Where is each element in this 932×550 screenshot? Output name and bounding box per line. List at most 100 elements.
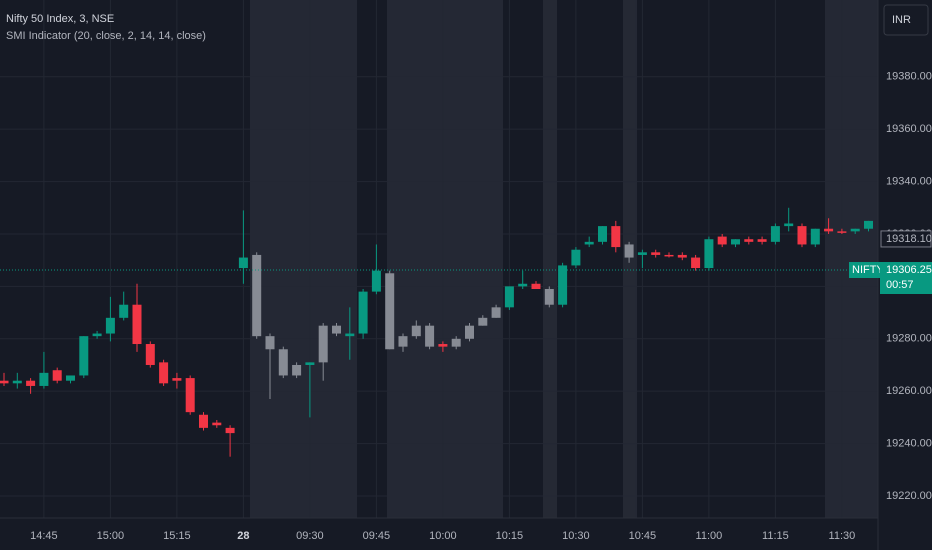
candle-body (518, 283, 528, 287)
candle-body (837, 231, 847, 233)
candle-body (465, 325, 474, 339)
marked-price: 19318.10 (886, 233, 932, 245)
candle-body (797, 226, 807, 245)
y-tick-label: 19360.00 (886, 123, 932, 135)
candle-body (225, 427, 235, 434)
band (543, 0, 557, 518)
band (825, 0, 878, 518)
candle-body (504, 286, 514, 308)
candle-body (385, 273, 395, 350)
candle-body (558, 265, 568, 305)
band (250, 0, 357, 518)
candle-body (850, 228, 860, 232)
candle-body (784, 223, 794, 227)
candle-body (52, 370, 62, 381)
candle-body (611, 226, 621, 248)
x-tick-label: 11:30 (829, 530, 856, 542)
candle-body (305, 362, 315, 365)
x-tick-label: 10:15 (496, 530, 524, 542)
candle-body (278, 349, 288, 376)
candle-body (318, 325, 328, 363)
candle-body (345, 333, 355, 337)
candle-body (478, 317, 488, 326)
band (387, 0, 503, 518)
candle-body (238, 257, 248, 269)
candle-body (159, 362, 169, 384)
symbol-tag (849, 262, 882, 279)
candle-body (704, 239, 714, 269)
candle-body (624, 244, 634, 258)
candle-body (411, 325, 421, 337)
y-tick-label: 19220.00 (886, 490, 932, 502)
candle-body (199, 414, 208, 428)
candle-body (691, 257, 701, 269)
y-tick-label: 19280.00 (886, 333, 932, 345)
candle-body (584, 241, 594, 245)
candle-body (332, 325, 341, 334)
candle-body (664, 254, 674, 257)
last-price: 19306.25 (886, 264, 932, 276)
candle-body (79, 336, 89, 376)
candle-body (438, 344, 448, 347)
candle-body (212, 422, 222, 426)
candle-body (810, 228, 820, 245)
x-tick-label: 11:00 (696, 530, 723, 542)
y-tick-label: 19260.00 (886, 385, 932, 397)
currency-button[interactable] (883, 4, 929, 36)
candle-body (358, 291, 368, 334)
candles (0, 207, 878, 457)
y-tick-label: 19340.00 (886, 175, 932, 187)
candle-body (637, 252, 647, 255)
last-price-tag (880, 262, 932, 295)
candle-body (651, 252, 661, 255)
candle-body (252, 254, 262, 337)
candle-body (770, 226, 780, 242)
candle-body (92, 333, 102, 337)
marked-price-tag (880, 230, 932, 248)
candle-body (119, 304, 129, 318)
candle-body (26, 380, 36, 386)
candle-body (172, 378, 182, 381)
candle-body (105, 317, 115, 334)
candle-body (398, 336, 408, 347)
candle-body (598, 226, 607, 242)
candle-body (292, 364, 302, 376)
band (623, 0, 637, 518)
candle-body (39, 372, 49, 386)
candle-body (12, 380, 22, 384)
candle-body (717, 236, 727, 245)
candle-body (265, 336, 275, 350)
candle-body (185, 378, 195, 413)
x-tick-label: 10:30 (562, 530, 590, 542)
candle-body (0, 380, 9, 384)
chart-title: Nifty 50 Index, 3, NSE (6, 13, 114, 25)
y-tick-label: 19240.00 (886, 437, 932, 449)
candle-body (66, 375, 75, 381)
candle-body (371, 270, 381, 292)
candle-body (145, 344, 155, 365)
candle-body (571, 249, 581, 266)
x-tick-label: 10:00 (429, 530, 457, 542)
price-tags: NIFTY 19306.25 00:57 19318.10 (849, 230, 932, 295)
y-tick-label: 19380.00 (886, 71, 932, 83)
indicator-label: SMI Indicator (20, close, 2, 14, 14, clo… (6, 30, 206, 42)
candle-body (451, 338, 461, 347)
candle-body (544, 289, 554, 305)
candle-body (677, 254, 687, 258)
countdown: 00:57 (886, 279, 914, 291)
candle-body (132, 304, 142, 345)
x-tick-label: 10:45 (629, 530, 657, 542)
candle-body (744, 239, 754, 242)
x-tick-label: 15:00 (97, 530, 125, 542)
x-tick-label: 11:15 (762, 530, 789, 542)
x-tick-label: 14:45 (30, 530, 58, 542)
candle-body (824, 228, 834, 232)
candle-body (531, 283, 541, 290)
candle-body (731, 239, 740, 245)
currency[interactable]: INR (892, 14, 911, 26)
symbol: NIFTY (852, 264, 884, 276)
x-tick-label: 09:45 (363, 530, 391, 542)
candle-body (491, 307, 501, 318)
candle-body (757, 239, 767, 242)
